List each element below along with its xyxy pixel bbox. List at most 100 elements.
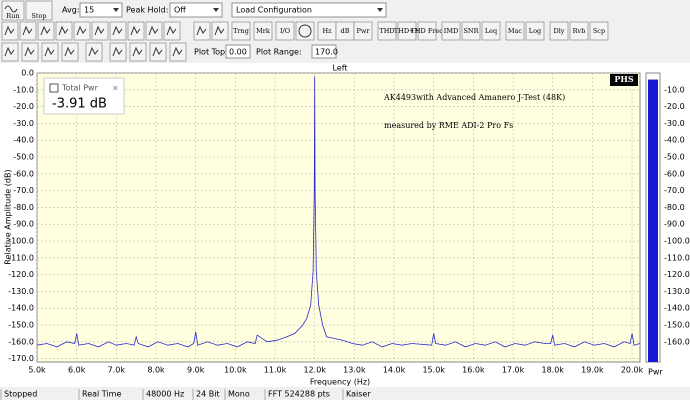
icon-glyph [152, 46, 163, 57]
avg-label: Avg: [62, 6, 80, 15]
total-power-label: Total Pwr [61, 84, 99, 93]
avg-select[interactable] [79, 2, 123, 18]
toolbar-button[interactable] [441, 21, 461, 41]
meter-tick-label: -80.0 [664, 203, 685, 212]
toolbar-button-label: dB [341, 27, 350, 35]
x-tick-label: 19.0k [581, 366, 604, 375]
meter-label: Pwr [648, 368, 663, 377]
stop-label: Stop [31, 12, 46, 20]
x-tick-label: 18.0k [541, 366, 564, 375]
status-item: Mono [228, 390, 250, 399]
y-tick-label: -160.0 [8, 337, 34, 346]
meter-tick-label: -90.0 [664, 220, 685, 229]
peak-hold-label: Peak Hold: [126, 6, 168, 15]
peak-hold-select[interactable] [169, 2, 223, 18]
y-tick-label: -50.0 [13, 153, 34, 162]
sine-icon [298, 24, 312, 38]
plot-top-value: 0.00 [229, 48, 247, 57]
x-tick-label: 8.0k [147, 366, 165, 375]
toolbar-button[interactable] [461, 21, 481, 41]
icon-glyph [196, 25, 207, 36]
config-select[interactable] [231, 2, 387, 18]
toolbar-button[interactable] [569, 21, 589, 41]
toolbar-button[interactable] [275, 21, 295, 41]
toolbar-button[interactable] [397, 21, 417, 41]
x-tick-label: 20.0k [621, 366, 644, 375]
meter-tick-label: -20.0 [664, 102, 685, 111]
icon-glyph [94, 25, 105, 36]
status-bar [0, 388, 690, 400]
y-tick-label: -100.0 [8, 237, 34, 246]
icon-glyph [22, 25, 33, 36]
meter-tick-label: -110.0 [664, 253, 690, 262]
toolbar-button[interactable] [253, 21, 273, 41]
icon-glyph [4, 25, 15, 36]
icon-glyph [44, 46, 55, 57]
status-item: FFT 524288 pts [268, 390, 330, 399]
y-tick-label: -130.0 [8, 287, 34, 296]
toolbar-button[interactable] [377, 21, 397, 41]
status-item: 48000 Hz [146, 390, 184, 399]
logo-box [610, 74, 638, 86]
y-axis-title: Relative Amplitude (dB) [4, 169, 13, 264]
y-tick-label: -170.0 [8, 354, 34, 363]
y-tick-label: -150.0 [8, 321, 34, 330]
x-tick-label: 13.0k [343, 366, 366, 375]
meter-tick-label: -10.0 [664, 85, 685, 94]
x-tick-label: 7.0k [108, 366, 126, 375]
icon-glyph [4, 46, 15, 57]
plot-top-label: Plot Top: [194, 48, 228, 57]
toolbar-button-label: THD [379, 27, 394, 35]
toolbar-button[interactable] [353, 21, 373, 41]
meter-tick-label: -70.0 [664, 186, 685, 195]
icon-glyph [112, 46, 123, 57]
toolbar-button[interactable] [417, 21, 437, 41]
icon-buttons [1, 21, 229, 62]
toolbar-button-label: Leq [485, 27, 497, 35]
toolbar-button[interactable] [505, 21, 525, 41]
meter-tick-label: -150.0 [664, 321, 690, 330]
toolbar-button[interactable] [589, 21, 609, 41]
toolbar-button[interactable] [549, 21, 569, 41]
plot-top-input[interactable] [225, 44, 251, 59]
meter-tick-label: -50.0 [664, 153, 685, 162]
plot-area [36, 72, 641, 363]
icon-glyph [76, 25, 87, 36]
x-tick-label: 15.0k [422, 366, 445, 375]
y-tick-label: 0.0 [21, 69, 34, 78]
total-power-close: × [112, 84, 119, 93]
spectrum-line [36, 76, 641, 348]
x-tick-label: 16.0k [462, 366, 485, 375]
toolbar-button-label: Scp [593, 27, 605, 35]
total-power-value: -3.91 dB [52, 97, 107, 112]
icon-glyph [148, 25, 159, 36]
x-tick-label: 5.0k [28, 366, 46, 375]
toolbar-button-label: IMD [444, 27, 458, 35]
toolbar-button[interactable] [231, 21, 251, 41]
icon-glyph [172, 46, 183, 57]
status-items: Stopped Real Time 48000 Hz 24 Bit Mono FFT 52… [0, 389, 371, 400]
toolbar-button-label: Pwr [356, 27, 370, 35]
toolbar-button-label: Trng [233, 27, 249, 35]
x-tick-label: 10.0k [224, 366, 247, 375]
annotation: measured by RME ADI-2 Pro Fs [384, 121, 513, 130]
toolbar-button-label: Log [529, 27, 541, 35]
y-tick-label: -110.0 [8, 253, 34, 262]
meter-tick-label: -60.0 [664, 169, 685, 178]
run-label: Run [6, 12, 19, 20]
y-tick-label: -20.0 [13, 102, 34, 111]
plot-range-input[interactable] [311, 44, 337, 59]
annotation: AK4493with Advanced Amanero J-Test (48K) [383, 93, 565, 102]
y-tick-label: -40.0 [13, 136, 34, 145]
stop-button[interactable] [25, 0, 53, 21]
toolbar-button[interactable] [525, 21, 545, 41]
y-tick-label: -140.0 [8, 304, 34, 313]
status-item: Stopped [4, 390, 37, 399]
x-tick-label: 14.0k [383, 366, 406, 375]
meter-tick-label: -130.0 [664, 287, 690, 296]
toolbar-button[interactable] [481, 21, 501, 41]
y-tick-label: -60.0 [13, 169, 34, 178]
logo: PHS [614, 74, 634, 84]
meter-tick-label: -100.0 [664, 237, 690, 246]
